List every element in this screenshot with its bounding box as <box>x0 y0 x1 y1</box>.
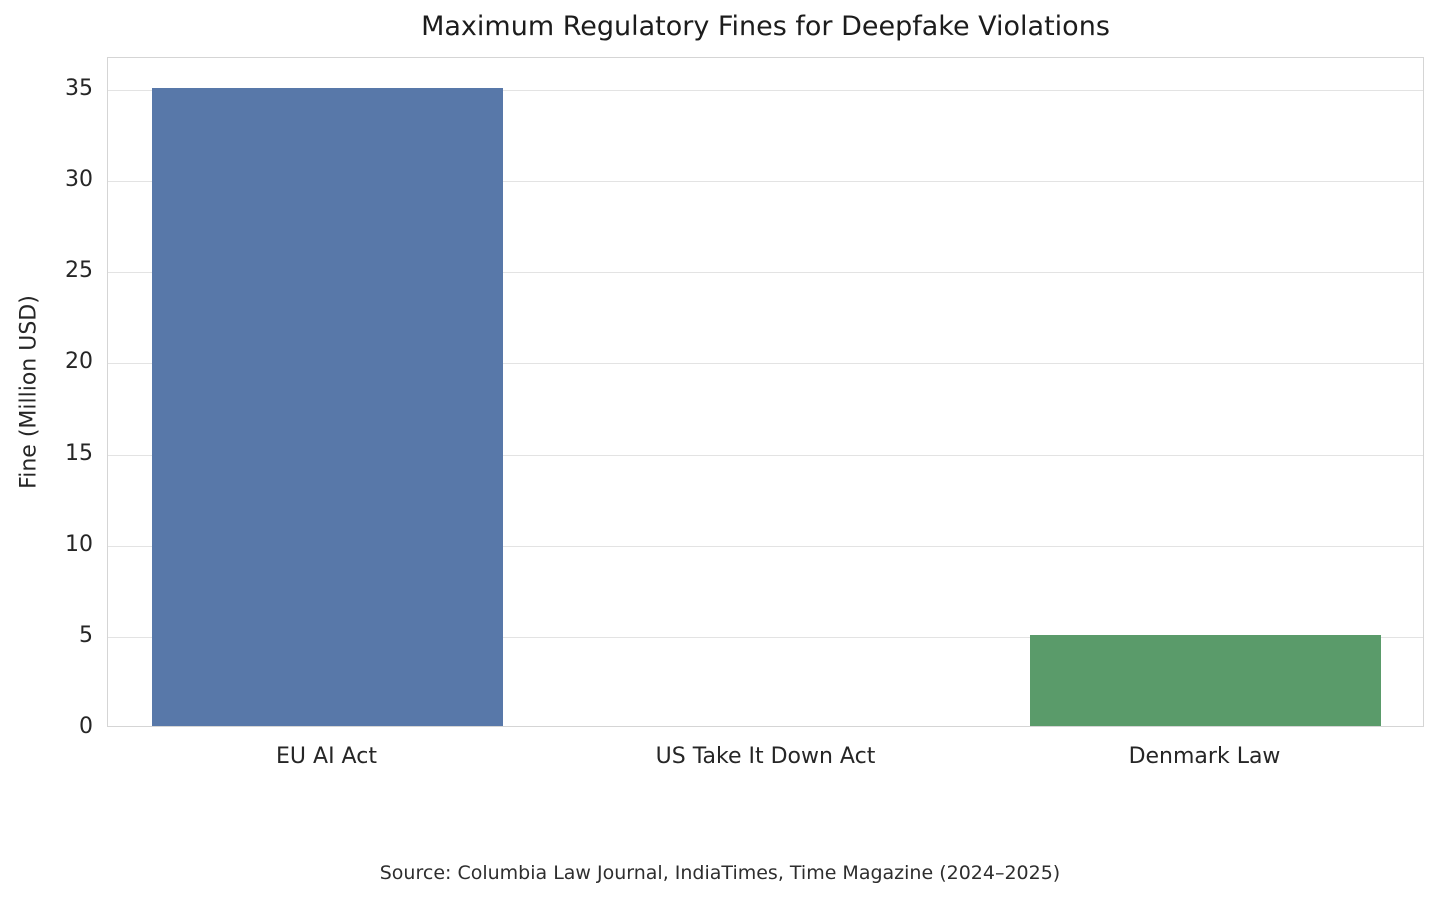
gridline-25 <box>108 272 1423 274</box>
plot-area <box>107 57 1424 727</box>
gridline-35 <box>108 89 1423 91</box>
x-tick-label-eu-ai-act: EU AI Act <box>276 744 377 769</box>
x-tick-label-denmark-law: Denmark Law <box>1128 744 1281 769</box>
gridline-20 <box>108 363 1423 365</box>
y-tick-label-15: 15 <box>65 440 93 466</box>
y-tick-label-0: 0 <box>79 714 93 739</box>
source-note: Source: Columbia Law Journal, IndiaTimes… <box>379 862 1061 884</box>
bar-denmark-law <box>1029 634 1382 726</box>
y-tick-label-20: 20 <box>65 349 93 375</box>
gridline-5 <box>108 636 1423 638</box>
y-tick-label-35: 35 <box>65 75 93 101</box>
gridline-15 <box>108 454 1423 456</box>
x-tick-label-us-take-it-down-act: US Take It Down Act <box>655 744 876 769</box>
y-tick-label-25: 25 <box>65 258 93 284</box>
gridline-10 <box>108 545 1423 547</box>
y-tick-label-5: 5 <box>79 622 93 648</box>
bar-eu-ai-act <box>151 87 504 726</box>
gridline-30 <box>108 181 1423 183</box>
y-tick-label-30: 30 <box>65 167 93 193</box>
y-tick-label-10: 10 <box>65 531 93 557</box>
chart-title: Maximum Regulatory Fines for Deepfake Vi… <box>421 11 1110 42</box>
